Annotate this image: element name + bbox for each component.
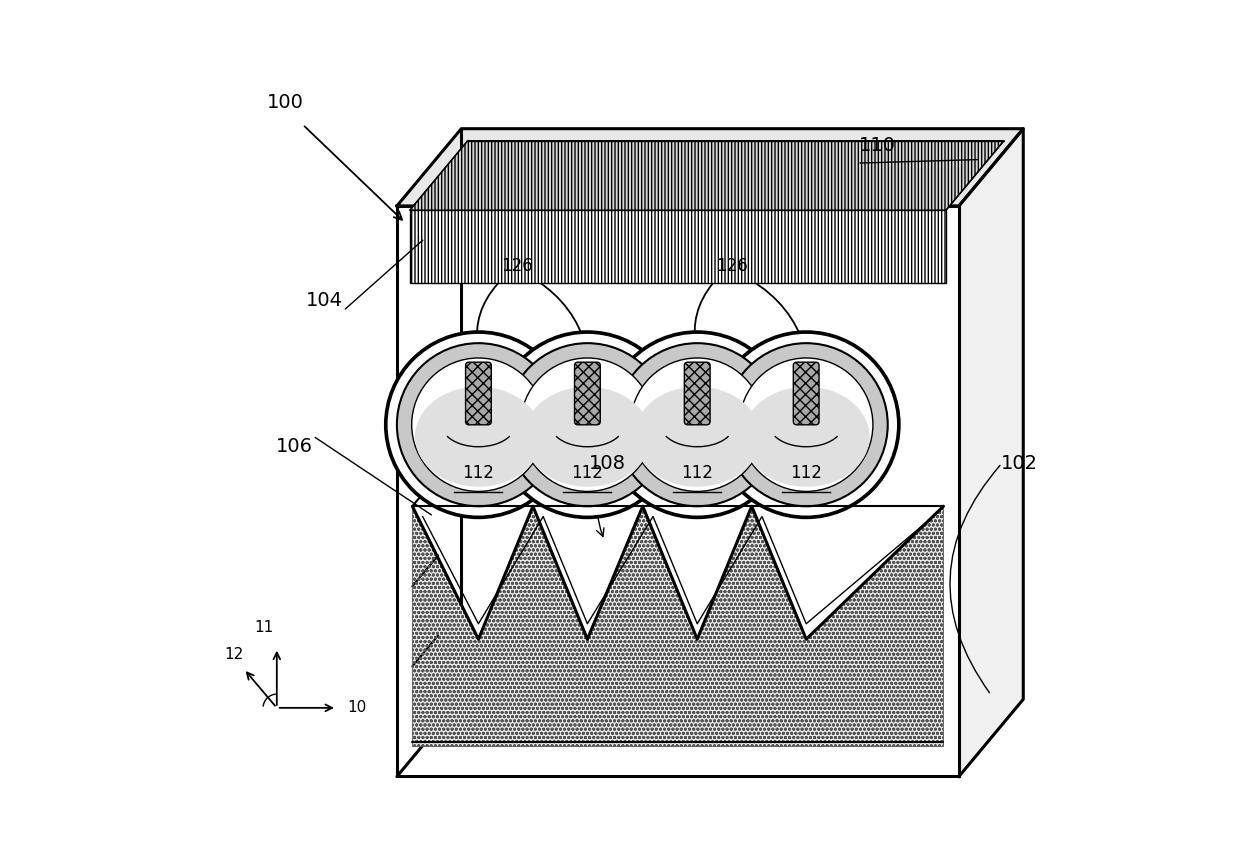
Text: 126: 126 (501, 257, 533, 275)
Ellipse shape (739, 358, 873, 492)
Text: 104: 104 (305, 291, 342, 310)
Ellipse shape (743, 387, 869, 486)
Ellipse shape (415, 387, 542, 486)
Text: 106: 106 (275, 437, 312, 456)
Ellipse shape (616, 343, 779, 506)
Ellipse shape (412, 358, 546, 492)
Polygon shape (959, 129, 1023, 776)
Text: 102: 102 (1001, 454, 1038, 473)
Text: 112: 112 (463, 463, 495, 481)
FancyBboxPatch shape (574, 362, 600, 425)
Ellipse shape (605, 332, 790, 517)
Text: 112: 112 (681, 463, 713, 481)
Bar (409, 210, 946, 283)
Text: 100: 100 (267, 94, 304, 112)
Text: 10: 10 (347, 700, 366, 716)
Polygon shape (413, 506, 944, 746)
Ellipse shape (634, 387, 760, 486)
FancyBboxPatch shape (794, 362, 820, 425)
Text: 12: 12 (224, 647, 243, 662)
Ellipse shape (724, 343, 888, 506)
Ellipse shape (713, 332, 899, 517)
FancyBboxPatch shape (465, 362, 491, 425)
Ellipse shape (386, 332, 572, 517)
Text: 112: 112 (790, 463, 822, 481)
Text: 11: 11 (254, 620, 274, 635)
Bar (397, 206, 959, 776)
Ellipse shape (630, 358, 764, 492)
Text: 112: 112 (572, 463, 604, 481)
Ellipse shape (521, 358, 655, 492)
Text: 108: 108 (589, 454, 626, 473)
Text: 126: 126 (715, 257, 748, 275)
Ellipse shape (525, 387, 651, 486)
Polygon shape (397, 129, 1023, 206)
Ellipse shape (397, 343, 560, 506)
Polygon shape (409, 141, 1004, 210)
FancyBboxPatch shape (684, 362, 711, 425)
Ellipse shape (506, 343, 668, 506)
Ellipse shape (495, 332, 680, 517)
Text: 110: 110 (859, 136, 895, 155)
